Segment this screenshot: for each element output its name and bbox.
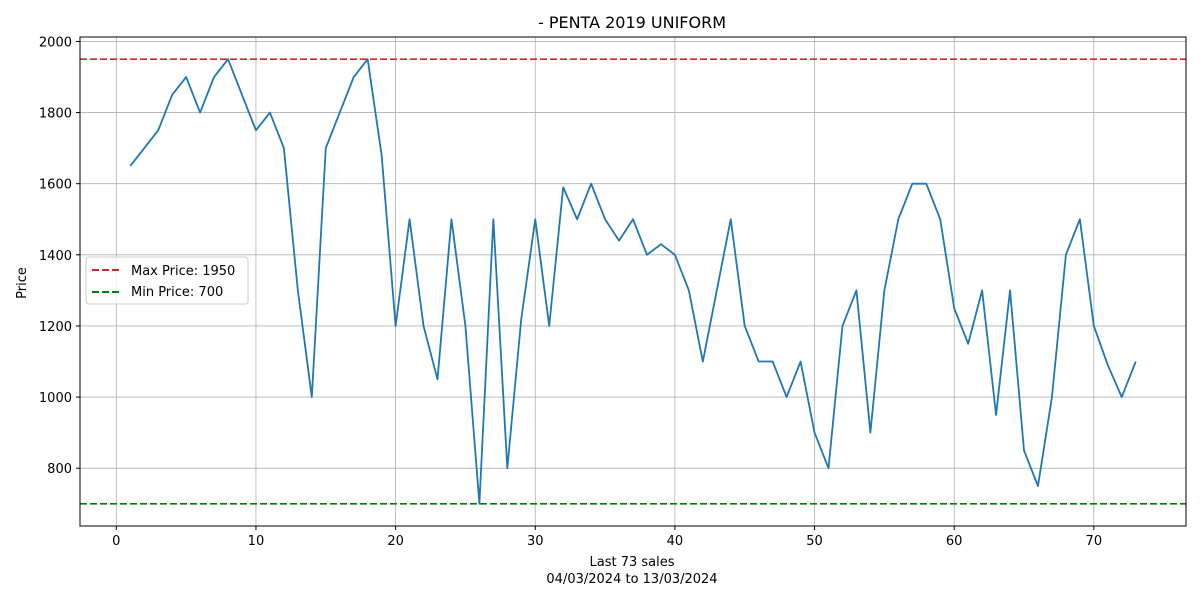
y-tick-label: 1000 [39,391,72,406]
y-tick-label: 1400 [39,249,72,264]
x-axis-ticks: 0 10 20 30 40 50 60 70 [112,526,1102,549]
x-tick-label: 0 [112,534,120,549]
x-tick-label: 40 [667,534,684,549]
x-axis-sublabel: 04/03/2024 to 13/03/2024 [546,572,717,587]
legend: Max Price: 1950 Min Price: 700 [85,256,249,305]
series-layer [129,58,1137,505]
x-tick-label: 10 [248,534,265,549]
x-tick-label: 50 [806,534,823,549]
x-tick-label: 20 [387,534,404,549]
y-tick-label: 1200 [39,320,72,335]
price-series-line [129,58,1137,505]
y-tick-label: 800 [47,462,72,477]
legend-box [85,256,249,305]
chart-title: - PENTA 2019 UNIFORM [538,13,726,32]
y-axis-label: Price [15,267,30,299]
y-tick-label: 1600 [39,178,72,193]
y-tick-label: 2000 [39,35,72,50]
x-tick-label: 60 [946,534,963,549]
y-tick-label: 1800 [39,107,72,122]
x-tick-label: 30 [527,534,544,549]
reference-lines [80,58,1186,505]
legend-label-max: Max Price: 1950 [131,264,235,279]
y-axis-ticks: 800 1000 1200 1400 1600 1800 2000 [39,35,80,477]
plot-frame [79,36,1187,527]
grid [80,37,1186,526]
x-tick-label: 70 [1086,534,1103,549]
legend-label-min: Min Price: 700 [131,285,223,300]
x-axis-label: Last 73 sales [589,555,674,570]
